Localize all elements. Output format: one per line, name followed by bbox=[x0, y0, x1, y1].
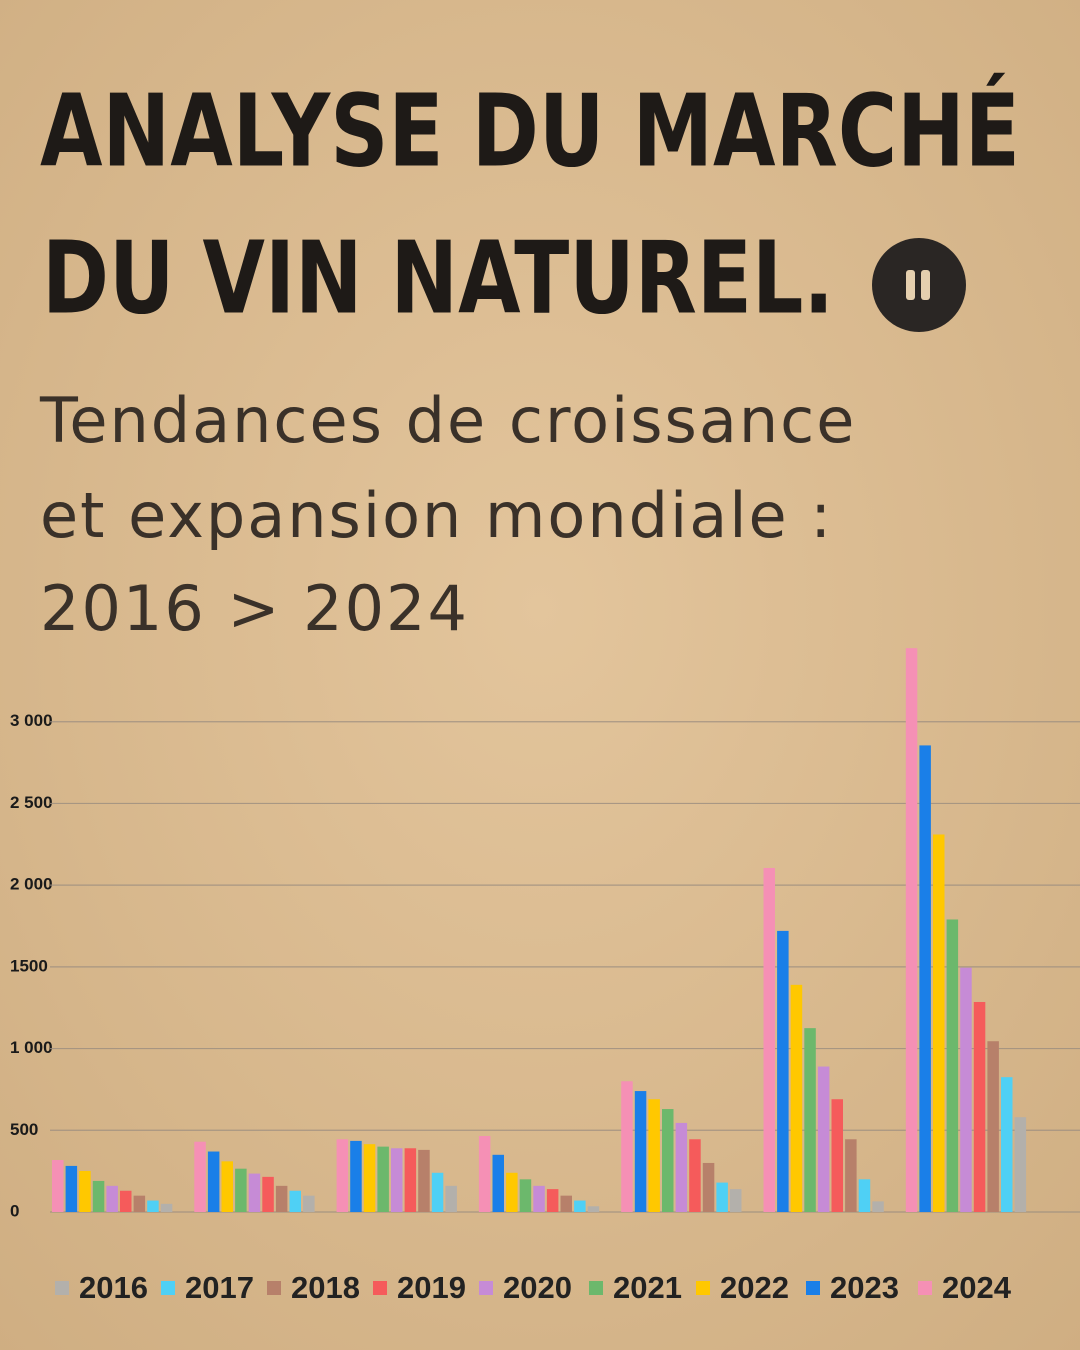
legend-swatch bbox=[806, 1281, 820, 1295]
bar bbox=[363, 1144, 376, 1212]
bar bbox=[716, 1182, 728, 1212]
legend-swatch bbox=[373, 1281, 387, 1295]
legend-swatch bbox=[267, 1281, 281, 1295]
y-tick-label: 0 bbox=[10, 1201, 19, 1220]
icon bbox=[872, 238, 966, 332]
bar bbox=[662, 1109, 674, 1212]
legend-swatch bbox=[696, 1281, 710, 1295]
bar bbox=[289, 1190, 301, 1212]
bar bbox=[804, 1028, 816, 1212]
bar bbox=[492, 1154, 504, 1212]
legend-label: 2020 bbox=[503, 1270, 572, 1305]
bar bbox=[946, 919, 959, 1212]
legend-swatch bbox=[918, 1281, 932, 1295]
bar bbox=[831, 1099, 843, 1212]
legend-label: 2021 bbox=[613, 1270, 682, 1305]
bar bbox=[120, 1190, 132, 1212]
bar bbox=[336, 1139, 349, 1212]
bar bbox=[973, 1001, 986, 1212]
bar bbox=[478, 1136, 491, 1212]
bar bbox=[52, 1160, 64, 1212]
bar bbox=[303, 1195, 315, 1212]
bar bbox=[248, 1173, 261, 1212]
y-tick-label: 1500 bbox=[10, 956, 48, 975]
bar bbox=[817, 1066, 830, 1212]
y-tick-label: 500 bbox=[10, 1120, 38, 1139]
legend-swatch bbox=[589, 1281, 603, 1295]
bar bbox=[79, 1170, 91, 1212]
bar bbox=[262, 1176, 274, 1212]
subtitle-line: Tendances de croissance bbox=[39, 384, 856, 457]
legend-label: 2023 bbox=[830, 1270, 899, 1305]
bar bbox=[621, 1081, 633, 1212]
subtitle-line: 2016 > 2024 bbox=[40, 572, 469, 645]
subtitle-line: et expansion mondiale : bbox=[40, 479, 833, 552]
legend-label: 2017 bbox=[185, 1270, 254, 1305]
y-tick-label: 1 000 bbox=[10, 1038, 53, 1057]
bar bbox=[933, 834, 945, 1212]
bar bbox=[431, 1172, 444, 1212]
legend-swatch bbox=[161, 1281, 175, 1295]
bar bbox=[987, 1041, 999, 1212]
bar bbox=[919, 745, 931, 1212]
bar bbox=[702, 1162, 715, 1212]
bar bbox=[445, 1185, 457, 1212]
bar bbox=[689, 1139, 701, 1212]
bar bbox=[560, 1195, 572, 1212]
bar bbox=[730, 1189, 742, 1212]
bar bbox=[845, 1139, 857, 1212]
bar bbox=[648, 1099, 660, 1212]
bar bbox=[533, 1185, 545, 1212]
bar bbox=[905, 648, 918, 1212]
bar bbox=[790, 984, 803, 1212]
bar bbox=[391, 1148, 403, 1212]
bar bbox=[858, 1179, 871, 1212]
bar bbox=[960, 967, 972, 1212]
y-tick-label: 2 500 bbox=[10, 793, 53, 812]
legend-label: 2018 bbox=[291, 1270, 360, 1305]
legend-label: 2019 bbox=[397, 1270, 466, 1305]
bar bbox=[634, 1091, 647, 1212]
bar bbox=[207, 1151, 220, 1212]
bar bbox=[377, 1146, 389, 1212]
bar bbox=[546, 1189, 559, 1212]
legend-swatch bbox=[55, 1281, 69, 1295]
title-line: ANALYSE DU MARCHÉ bbox=[40, 72, 1020, 189]
bar bbox=[275, 1185, 288, 1212]
bar bbox=[147, 1200, 159, 1212]
y-tick-label: 2 000 bbox=[10, 875, 53, 894]
bar bbox=[194, 1141, 206, 1212]
bar bbox=[418, 1149, 430, 1212]
bar bbox=[587, 1206, 600, 1212]
legend-label: 2022 bbox=[720, 1270, 789, 1305]
y-tick-label: 3 000 bbox=[10, 711, 53, 730]
bar bbox=[221, 1161, 233, 1212]
bar bbox=[506, 1172, 518, 1212]
legend-label: 2016 bbox=[79, 1270, 148, 1305]
legend-swatch bbox=[479, 1281, 493, 1295]
bar bbox=[235, 1168, 247, 1212]
legend-label: 2024 bbox=[942, 1270, 1012, 1305]
bar bbox=[574, 1200, 586, 1212]
bar bbox=[777, 930, 789, 1212]
bar bbox=[763, 867, 775, 1212]
bar bbox=[404, 1148, 417, 1212]
bar bbox=[106, 1185, 118, 1212]
bar bbox=[160, 1203, 173, 1212]
bar bbox=[65, 1165, 78, 1212]
bar bbox=[133, 1195, 146, 1212]
bar bbox=[675, 1122, 688, 1212]
bar bbox=[92, 1180, 105, 1212]
bar bbox=[350, 1140, 362, 1212]
bar bbox=[1014, 1117, 1027, 1212]
bar bbox=[519, 1179, 532, 1212]
title-line: DU VIN NATUREL. bbox=[42, 219, 834, 336]
bar bbox=[1001, 1077, 1013, 1212]
bar bbox=[872, 1201, 884, 1212]
